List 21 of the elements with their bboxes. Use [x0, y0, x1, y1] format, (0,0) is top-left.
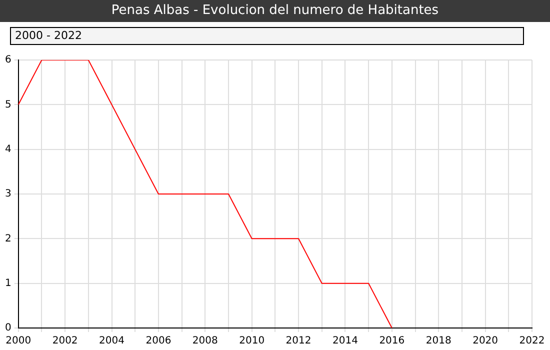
text: 2000 - 2022 — [10, 27, 524, 45]
chart-title: Penas Albas - Evolucion del numero de Habitantes — [0, 0, 550, 22]
y-tick-label: 0 — [4, 322, 12, 334]
x-tick-label: 2022 — [519, 336, 545, 347]
x-tick-label: 2014 — [332, 336, 358, 347]
x-tick-label: 2008 — [192, 336, 218, 347]
y-tick-label: 5 — [4, 99, 12, 110]
x-tick-label: 2002 — [52, 336, 78, 347]
y-tick-label: 1 — [4, 278, 12, 289]
y-tick-label: 2 — [4, 233, 12, 244]
x-tick-label: 2004 — [99, 336, 124, 347]
x-tick-label: 2020 — [472, 336, 498, 347]
x-tick-label: 2012 — [286, 336, 312, 347]
y-tick-label: 6 — [4, 54, 12, 66]
y-tick-label: 3 — [4, 188, 12, 200]
x-tick-label: 2000 — [6, 336, 32, 347]
x-tick-label: 2006 — [146, 336, 172, 347]
x-tick-label: 2010 — [239, 336, 265, 347]
x-tick-label: 2018 — [426, 336, 452, 347]
y-tick-label: 4 — [4, 144, 12, 155]
x-tick-label: 2016 — [379, 336, 405, 347]
